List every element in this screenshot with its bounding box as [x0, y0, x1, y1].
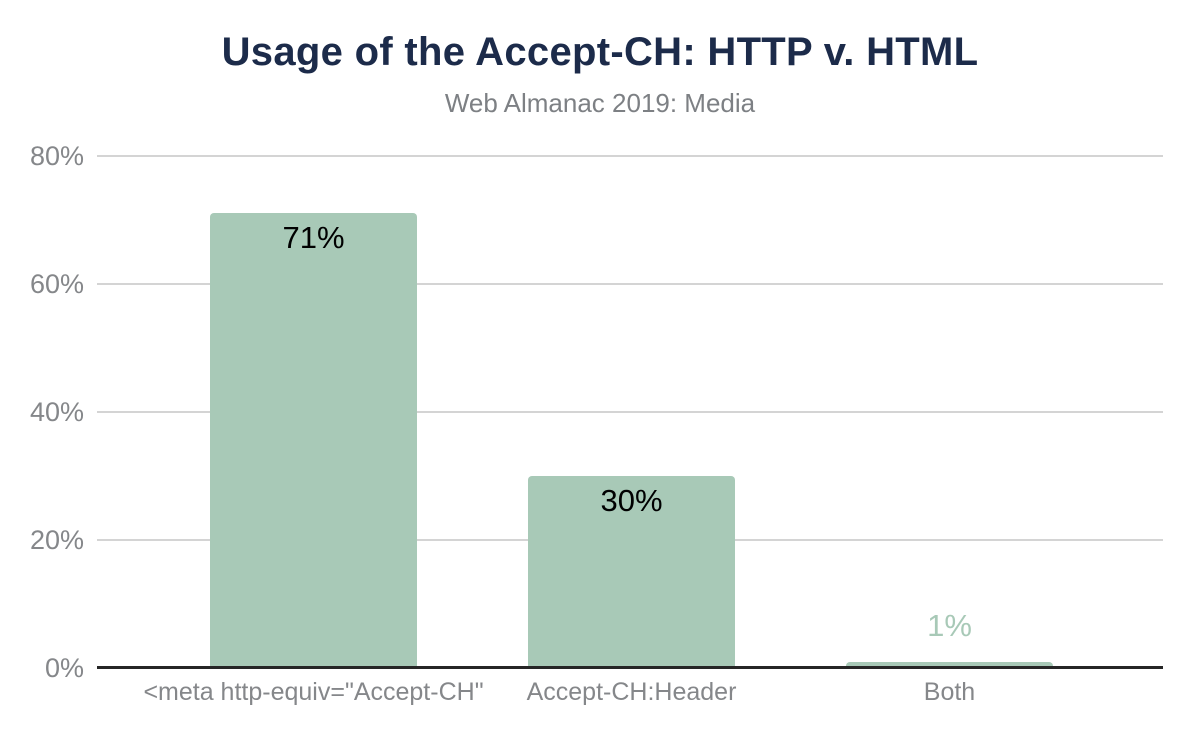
- x-category-label: Accept-CH:Header: [526, 678, 737, 706]
- x-category-label: <meta http-equiv="Accept-CH": [143, 678, 484, 706]
- y-tick-label: 60%: [29, 268, 84, 299]
- bar: [846, 661, 1053, 668]
- chart-subtitle: Web Almanac 2019: Media: [444, 88, 756, 118]
- y-tick-label: 0%: [44, 653, 84, 683]
- gridline: [97, 282, 1163, 285]
- x-category-label: Both: [923, 678, 976, 706]
- bar-value-label: 30%: [600, 482, 663, 518]
- y-tick-label: 40%: [29, 396, 84, 427]
- x-axis-line: [97, 666, 1163, 669]
- bar-value-label: 71%: [282, 220, 345, 256]
- gridline: [97, 410, 1163, 413]
- bar: [210, 213, 417, 668]
- chart-title: Usage of the Accept-CH: HTTP v. HTML: [221, 30, 979, 74]
- y-tick-label: 20%: [29, 524, 84, 555]
- y-tick-label: 80%: [29, 140, 84, 171]
- bar: [528, 475, 735, 668]
- bar-value-label: 1%: [927, 607, 972, 643]
- gridline: [97, 154, 1163, 157]
